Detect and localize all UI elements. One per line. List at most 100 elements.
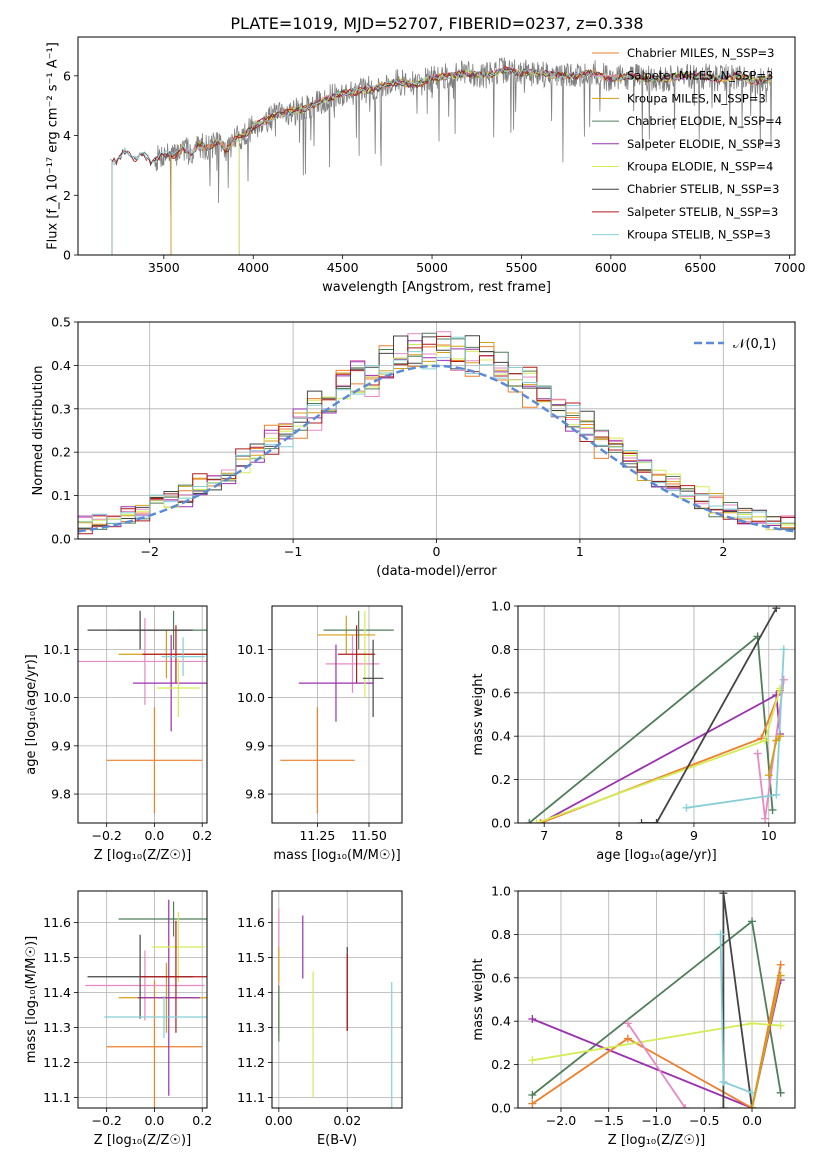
x-tick-label: 5000 [416, 260, 448, 275]
panels: 3500 4000 4500 5000 5500 6000 6500 7000 0 2 4 6 wave… [24, 36, 806, 1148]
y-tick-label: 0.4 [51, 358, 71, 373]
legend-label-2: Salpeter MILES, N_SSP=3 [627, 69, 773, 83]
x-tick-label: 4500 [327, 260, 359, 275]
normal-curve [78, 364, 795, 533]
age_vs_Z-axes: −0.2 0.0 0.2 9.8 9.9 10.0 10.1 Z [log₁₀(Z/Z☉)] a… [24, 605, 212, 863]
y-tick-label: 11.3 [237, 1020, 265, 1035]
y-axis-label: mass weight [471, 958, 486, 1040]
x-tick-label: 0.0 [144, 1113, 164, 1128]
legend-label-8: Salpeter STELIB, N_SSP=3 [627, 205, 778, 219]
weight-marker [776, 732, 785, 741]
y-tick-label: 0.0 [51, 532, 71, 547]
weight-marker [716, 930, 725, 939]
y-tick-label: 9.9 [245, 738, 265, 753]
x-axis-label: Z [log₁₀(Z/Z☉)] [608, 1133, 705, 1148]
y-axis-label: Normed distribution [31, 366, 46, 496]
x-axis-label: Z [log₁₀(Z/Z☉)] [94, 1133, 191, 1148]
weight-marker [528, 1056, 537, 1065]
weight_vs_Z-axes: −2.0 −1.5 −1.0 −0.5 0.0 0.0 0.2 0.4 0.6 0.8 1.0 Z [… [471, 884, 796, 1148]
y-tick-label: 11.4 [43, 985, 71, 1000]
x-tick-label: 11.25 [299, 828, 335, 843]
spectrum-axes: 3500 4000 4500 5000 5500 6000 6500 7000 0 2 4 6 wave… [46, 36, 806, 295]
weight-marker [772, 736, 781, 745]
histogram-step-8 [78, 335, 795, 535]
x-tick-label: 6000 [595, 260, 627, 275]
weight-marker [652, 819, 661, 823]
y-axis-label: mass [log₁₀(M/M☉)] [24, 936, 39, 1063]
x-axis-label: (data-model)/error [376, 564, 497, 579]
y-tick-label: 9.9 [51, 738, 71, 753]
legend-label-6: Kroupa ELODIE, N_SSP=4 [627, 160, 773, 174]
x-tick-label: 5500 [506, 260, 538, 275]
y-tick-label: 0.8 [491, 927, 511, 942]
x-tick-label: 1 [576, 544, 584, 559]
y-tick-label: 0.0 [491, 1101, 511, 1116]
y-tick-label: 0.1 [51, 488, 71, 503]
weight-marker [753, 749, 762, 758]
axes-frame [271, 605, 403, 824]
weight_vs_age-plot [525, 606, 788, 823]
weight_vs_age-axes: 7 8 9 10 0.0 0.2 0.4 0.6 0.8 1.0 age [log₁₀(age/yr… [471, 599, 796, 863]
y-tick-label: 1.0 [491, 884, 511, 899]
axes-frame [517, 605, 796, 824]
y-tick-label: 0.2 [51, 445, 71, 460]
weight-marker [623, 1019, 632, 1028]
spectrum-plot [109, 57, 773, 255]
y-axis-label: mass weight [471, 673, 486, 755]
y-tick-label: 0.8 [491, 642, 511, 657]
axes-frame [77, 36, 796, 256]
x-axis-label: Z [log₁₀(Z/Z☉)] [94, 848, 191, 863]
weight-line-5 [627, 1022, 686, 1108]
y-tick-label: 11.2 [43, 1055, 71, 1070]
x-tick-label: 0.2 [192, 1113, 212, 1128]
y-tick-label: 11.1 [237, 1090, 265, 1105]
y-tick-label: 11.4 [237, 985, 265, 1000]
weight-marker [681, 1104, 690, 1108]
weight-marker [525, 819, 534, 823]
y-tick-label: 0.4 [491, 729, 511, 744]
histogram-step-9 [78, 336, 795, 524]
weight-line-2 [540, 693, 781, 823]
x-tick-label: 0 [433, 544, 441, 559]
y-tick-label: 0 [63, 248, 71, 263]
y-tick-label: 11.6 [237, 915, 265, 930]
x-tick-label: 0.2 [192, 828, 212, 843]
weight-marker [776, 1021, 785, 1030]
histogram-plot [78, 331, 795, 535]
x-tick-label: −2.0 [546, 1113, 576, 1128]
y-tick-label: 0.4 [491, 1014, 511, 1029]
y-tick-label: 0.2 [491, 772, 511, 787]
age_vs_mass-axes: 11.25 11.50 9.8 9.9 10.0 10.1 mass [log₁₀(M/M☉… [237, 605, 403, 863]
x-tick-label: 0.0 [144, 828, 164, 843]
y-tick-label: 0.0 [491, 816, 511, 831]
y-axis-label: age [log₁₀(age/yr)] [24, 654, 39, 775]
y-tick-label: 4 [63, 128, 71, 143]
y-tick-label: 6 [63, 68, 71, 83]
histogram-step-6 [78, 344, 795, 531]
mass_vs_ebv-axes: 0.00 0.02 11.1 11.2 11.3 11.4 11.5 11.6 E(B-V) [237, 890, 403, 1148]
histogram-axes: −2 −1 0 1 2 0.0 0.1 0.2 0.3 0.4 0.5 (data-model)/er… [31, 315, 796, 579]
legend-label-9: Kroupa STELIB, N_SSP=3 [627, 228, 771, 242]
x-tick-label: 9 [690, 828, 698, 843]
age_vs_Z-plot [78, 610, 207, 814]
weight-line-3 [531, 964, 782, 1108]
y-tick-label: 0.2 [491, 1057, 511, 1072]
legend-label-1: Chabrier MILES, N_SSP=3 [627, 46, 774, 60]
mass_vs_Z-axes: −0.2 0.0 0.2 11.1 11.2 11.3 11.4 11.5 11.6 Z [log… [24, 890, 212, 1148]
x-tick-label: −0.2 [91, 1113, 121, 1128]
weight-marker [682, 803, 691, 812]
y-tick-label: 10.1 [43, 642, 71, 657]
legend-normal-label: 𝒩(0,1) [733, 337, 776, 352]
x-tick-label: −2 [140, 544, 158, 559]
y-tick-label: 9.8 [245, 787, 265, 802]
y-tick-label: 11.3 [43, 1020, 71, 1035]
weight-marker [779, 675, 788, 684]
weight-line-6 [641, 607, 778, 823]
axes-frame [271, 890, 403, 1109]
weight-marker [637, 819, 646, 823]
legend-label-3: Kroupa MILES, N_SSP=3 [627, 91, 766, 105]
weight-marker [748, 917, 757, 926]
x-tick-label: 6500 [684, 260, 716, 275]
y-tick-label: 10.0 [237, 690, 265, 705]
axes-frame [77, 605, 208, 824]
